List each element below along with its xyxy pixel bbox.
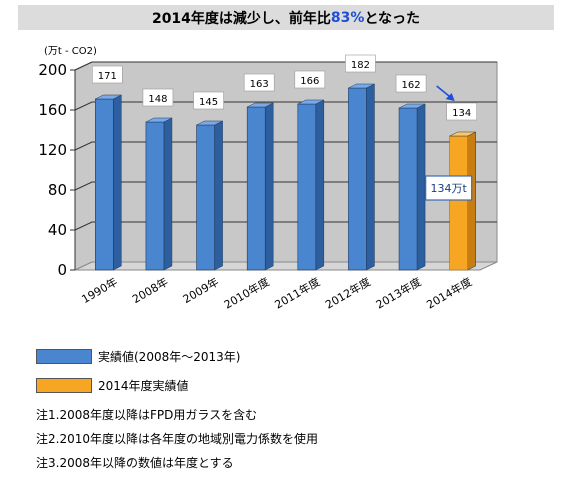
bar-top [297,99,324,105]
value-label: 166 [300,76,319,87]
x-tick-label: 2010年度 [221,274,271,311]
legend-label-2014: 2014年度実績値 [98,379,189,393]
callout-box [425,175,473,201]
title-highlight: 83% [330,9,365,26]
bar [145,121,165,271]
bar-side [366,83,375,271]
value-label-box [243,73,275,92]
bar [297,103,317,271]
legend-swatch-2014 [36,378,92,393]
note-2: 注2.2010年度以降は各年度の地域別電力係数を使用 [36,432,318,446]
bar-side [264,102,274,271]
callout-text: 134万t [431,182,468,195]
value-label-box [92,65,123,84]
value-label-box [395,74,427,93]
bar-top [196,120,223,126]
legend-label-actual: 実績値(2008年〜2013年) [98,350,241,364]
y-tick-label: 120 [38,141,67,159]
bar-top [398,103,426,109]
value-label: 148 [148,94,167,105]
bar-side [467,131,476,271]
value-label-box [446,102,477,121]
value-label: 145 [199,97,218,108]
legend-item-actual: 実績値(2008年〜2013年) [36,348,240,365]
x-tick-label: 2008年 [130,274,171,306]
bar-side [163,117,173,271]
bar-side [214,120,223,271]
bar [246,106,266,271]
bar-side [315,99,325,271]
bar-top [449,131,476,137]
x-tick-label: 1990年 [79,274,120,306]
note-3: 注3.2008年以降の数値は年度とする [36,456,234,470]
y-tick-label: 80 [48,181,67,199]
value-label-box [294,70,326,89]
legend-item-2014: 2014年度実績値 [36,377,189,394]
bar [196,124,215,271]
bar [348,87,367,271]
value-label: 134 [452,108,471,119]
x-tick-label: 2011年度 [272,274,322,311]
title-suffix: となった [364,10,421,27]
bar-top [145,117,173,123]
y-axis-unit-label: (万t - CO2) [44,46,97,57]
note-1: 注1.2008年度以降はFPD用ガラスを含む [36,408,258,422]
legend-swatch-actual [36,349,92,364]
y-tick-label: 40 [48,221,67,239]
bar-top [247,102,274,108]
bar [95,98,114,271]
x-tick-label: 2014年度 [424,274,474,311]
bar-chart: 0 40 80 120 160 200 171 1990年 148 2008年 145 2009年 16… [38,54,498,312]
value-label: 182 [351,60,370,71]
bar-side [416,103,426,271]
chart-title: 2014年度は減少し、前年比 83% となった [18,5,554,30]
x-tick-label: 2013年度 [373,274,423,311]
value-label-box [142,88,174,107]
notes: 注1.2008年度以降はFPD用ガラスを含む 注2.2010年度以降は各年度の地… [36,406,318,478]
value-label-box [345,54,376,73]
callout-arrowhead [445,93,455,101]
x-tick-label: 2012年度 [323,274,373,311]
x-tick-label: 2009年 [180,274,221,306]
plot-floor [74,261,498,271]
value-label-box [193,91,224,110]
title-prefix: 2014年度は減少し、前年比 [151,10,331,27]
bar [449,135,468,271]
y-tick-label: 160 [38,101,67,119]
bar-top [95,94,122,100]
value-label: 163 [250,79,269,90]
bar-top [348,83,375,89]
value-label: 171 [98,71,117,82]
bar-side [113,94,122,271]
y-tick-label: 200 [38,61,67,79]
value-label: 162 [402,80,421,91]
plot-back-wall [74,61,498,271]
bar [398,107,418,271]
y-tick-label: 0 [57,261,67,279]
